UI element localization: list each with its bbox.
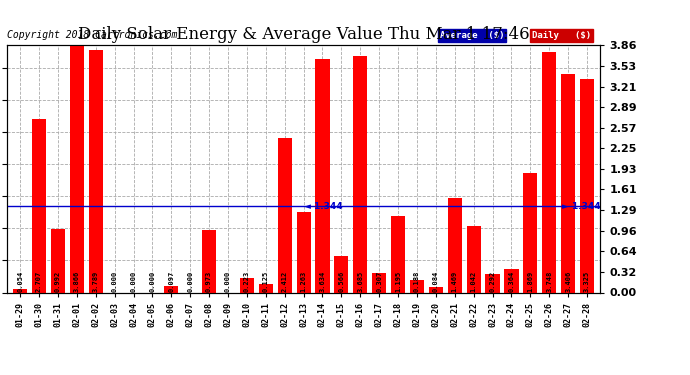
Bar	[70, 45, 84, 292]
Text: 0.973: 0.973	[206, 271, 212, 292]
Bar	[202, 230, 216, 292]
Text: 3.325: 3.325	[584, 271, 590, 292]
Text: 3.685: 3.685	[357, 271, 364, 292]
Text: 2.412: 2.412	[282, 271, 288, 292]
Text: 0.097: 0.097	[168, 271, 175, 292]
Text: ◄ 1.344: ◄ 1.344	[304, 202, 342, 211]
Bar	[315, 60, 330, 292]
Bar	[32, 119, 46, 292]
Text: 0.000: 0.000	[187, 271, 193, 292]
Text: 0.000: 0.000	[130, 271, 137, 292]
Text: 0.125: 0.125	[263, 271, 269, 292]
Text: 1.042: 1.042	[471, 271, 477, 292]
Text: 1.869: 1.869	[527, 271, 533, 292]
Text: 0.364: 0.364	[509, 271, 515, 292]
Bar	[372, 273, 386, 292]
Text: 0.054: 0.054	[17, 271, 23, 292]
Bar	[297, 211, 310, 292]
Text: Average  ($): Average ($)	[440, 31, 504, 40]
Text: 3.866: 3.866	[74, 271, 80, 292]
Bar	[51, 229, 65, 292]
Text: Daily   ($): Daily ($)	[532, 31, 591, 40]
Bar	[428, 287, 443, 292]
Bar	[448, 198, 462, 292]
Text: 0.223: 0.223	[244, 271, 250, 292]
Bar	[259, 285, 273, 292]
Bar	[391, 216, 405, 292]
Text: 0.000: 0.000	[150, 271, 155, 292]
Text: 0.307: 0.307	[376, 271, 382, 292]
Text: 0.292: 0.292	[490, 271, 495, 292]
Bar	[353, 56, 367, 292]
Bar	[88, 50, 103, 292]
Text: Copyright 2018 Cartronics.com: Copyright 2018 Cartronics.com	[7, 30, 177, 40]
Bar	[13, 289, 27, 292]
Bar	[240, 278, 254, 292]
Text: 1.263: 1.263	[301, 271, 306, 292]
Text: 0.992: 0.992	[55, 271, 61, 292]
Title: Daily Solar Energy & Average Value Thu Mar 1 17:46: Daily Solar Energy & Average Value Thu M…	[78, 27, 529, 44]
Text: 0.188: 0.188	[414, 271, 420, 292]
Bar	[335, 256, 348, 292]
Text: 1.195: 1.195	[395, 271, 401, 292]
Text: 1.469: 1.469	[452, 271, 457, 292]
Text: 0.000: 0.000	[112, 271, 117, 292]
Bar	[277, 138, 292, 292]
Text: 0.084: 0.084	[433, 271, 439, 292]
Bar	[164, 286, 179, 292]
Text: 0.566: 0.566	[338, 271, 344, 292]
Bar	[504, 269, 519, 292]
Text: 3.406: 3.406	[565, 271, 571, 292]
Bar	[486, 274, 500, 292]
Bar	[580, 79, 594, 292]
Bar	[523, 172, 538, 292]
Text: 3.748: 3.748	[546, 271, 552, 292]
Text: 3.789: 3.789	[92, 271, 99, 292]
Bar	[466, 226, 481, 292]
Text: 3.634: 3.634	[319, 271, 326, 292]
Text: 2.707: 2.707	[36, 271, 42, 292]
Text: ► 1.344: ► 1.344	[562, 202, 600, 211]
Text: 0.000: 0.000	[225, 271, 231, 292]
Bar	[542, 52, 556, 292]
Bar	[410, 280, 424, 292]
Bar	[561, 74, 575, 292]
